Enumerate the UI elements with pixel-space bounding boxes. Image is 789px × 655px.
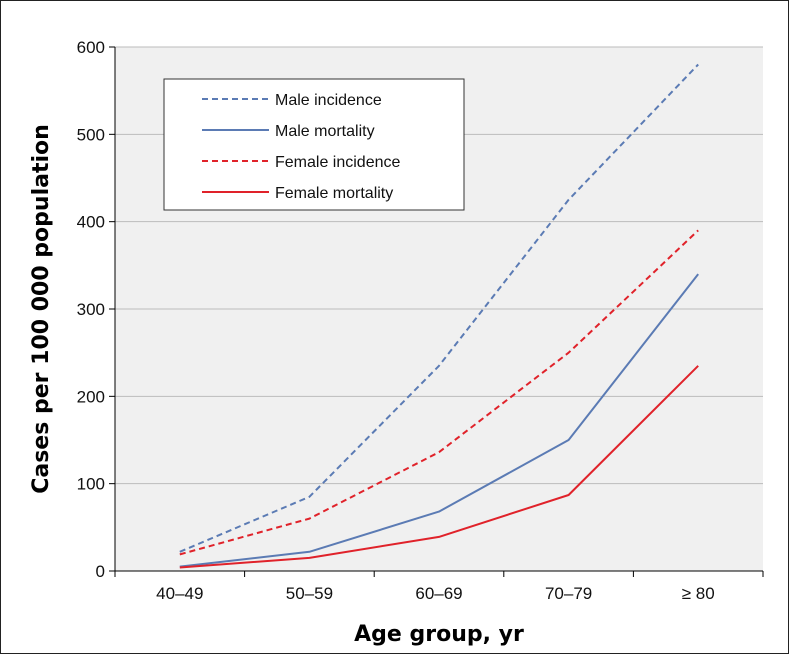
legend-label-male-mortality: Male mortality (275, 123, 375, 140)
x-tick-label: 70–79 (545, 584, 592, 603)
grid-lines (115, 46, 763, 485)
series-line-male-incidence (179, 63, 699, 553)
series-lines (179, 63, 699, 569)
x-axis-title: Age group, yr (354, 622, 524, 647)
y-tick-labels: 0 100 200 300 400 500 600 (77, 38, 115, 581)
x-tick-label: 50–59 (286, 584, 333, 603)
x-tick-label: 60–69 (415, 584, 462, 603)
legend-label-male-incidence: Male incidence (275, 92, 382, 109)
series-line-female-incidence (179, 229, 699, 556)
legend-label-female-mortality: Female mortality (275, 185, 393, 202)
x-tick-label: 40–49 (156, 584, 203, 603)
x-tick-labels: 40–49 50–59 60–69 70–79 ≥ 80 (114, 571, 764, 603)
y-tick-label: 300 (77, 300, 105, 319)
y-tick-label: 200 (77, 387, 105, 406)
x-tick-label: ≥ 80 (682, 584, 715, 603)
y-tick-label: 500 (77, 125, 105, 144)
y-tick-label: 600 (77, 38, 105, 57)
series-line-male-mortality (179, 273, 699, 568)
y-tick-label: 100 (77, 475, 105, 494)
y-axis-title: Cases per 100 000 population (29, 124, 54, 494)
legend-label-female-incidence: Female incidence (275, 154, 401, 171)
legend-box (163, 78, 465, 211)
y-tick-label: 0 (96, 562, 105, 581)
series-line-female-mortality (179, 365, 699, 569)
legend: Male incidence Male mortality Female incid… (163, 78, 465, 211)
y-tick-label: 400 (77, 213, 105, 232)
